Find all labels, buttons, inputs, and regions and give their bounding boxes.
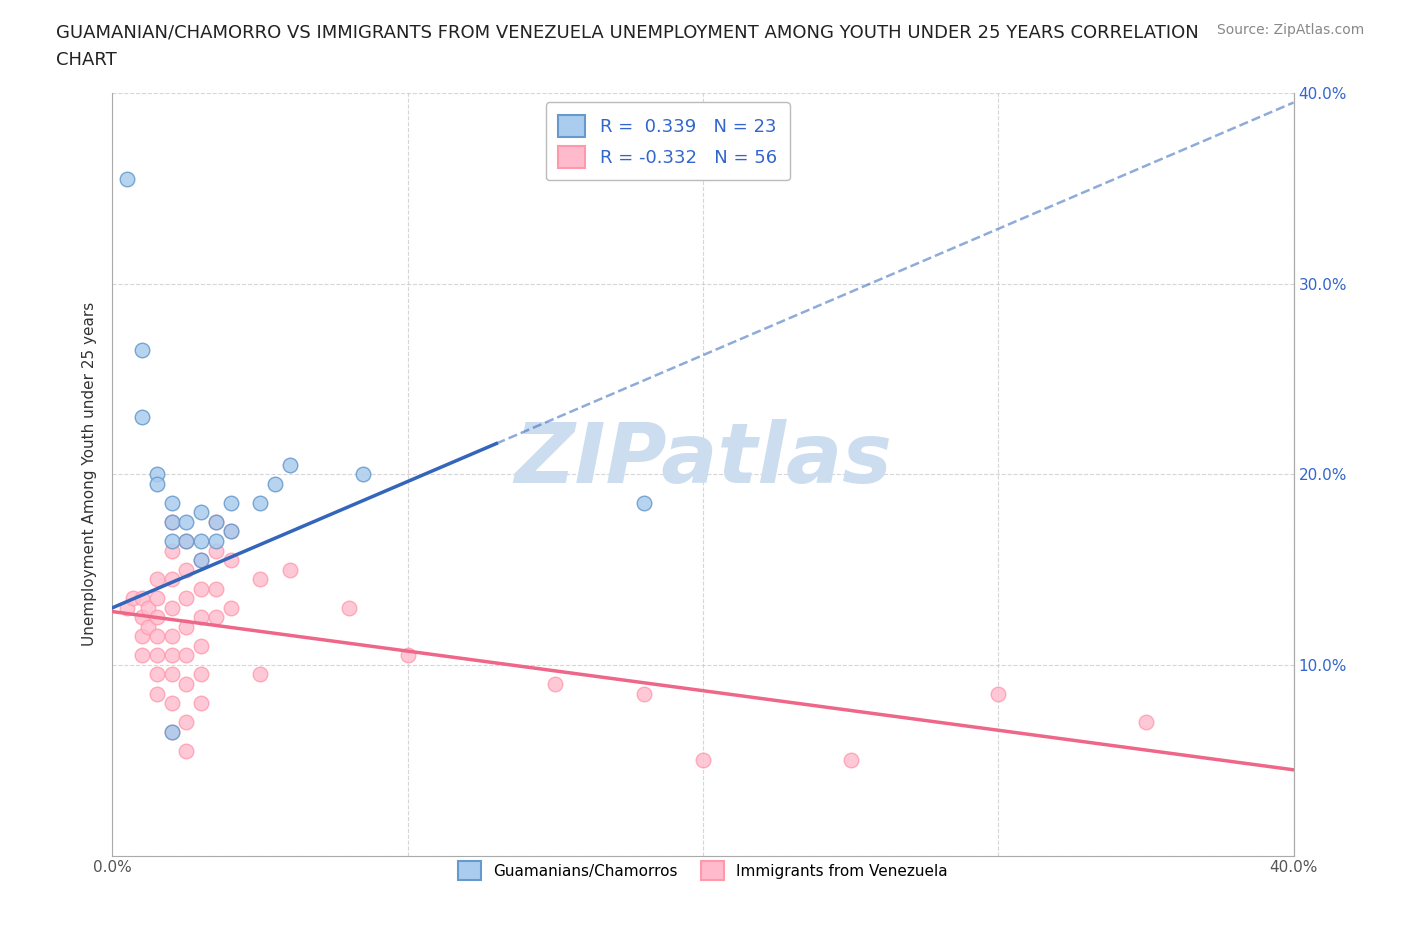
Point <box>131 591 153 605</box>
Point <box>117 601 138 616</box>
Point <box>249 572 271 587</box>
Point <box>633 686 655 701</box>
Point <box>190 505 212 520</box>
Point <box>146 686 169 701</box>
Point <box>205 581 228 596</box>
Point <box>174 534 197 549</box>
Text: ZIPatlas: ZIPatlas <box>515 418 891 499</box>
Point <box>174 591 197 605</box>
Point <box>190 610 212 625</box>
Point <box>160 724 183 739</box>
Point <box>190 552 212 567</box>
Point <box>278 458 301 472</box>
Point <box>117 171 138 186</box>
Point <box>396 648 419 663</box>
Point <box>205 514 228 529</box>
Point <box>160 601 183 616</box>
Point <box>278 562 301 577</box>
Point <box>1135 714 1157 729</box>
Point <box>160 543 183 558</box>
Point <box>174 714 197 729</box>
Point <box>205 543 228 558</box>
Point <box>219 496 242 511</box>
Point <box>205 514 228 529</box>
Point <box>131 343 153 358</box>
Point <box>131 648 153 663</box>
Point <box>219 601 242 616</box>
Point <box>136 601 159 616</box>
Point <box>160 724 183 739</box>
Point <box>146 610 169 625</box>
Point <box>190 552 212 567</box>
Point <box>337 601 360 616</box>
Point <box>174 619 197 634</box>
Point <box>174 648 197 663</box>
Point <box>146 591 169 605</box>
Point <box>160 514 183 529</box>
Point <box>249 496 271 511</box>
Point <box>174 514 197 529</box>
Point <box>146 467 169 482</box>
Point <box>174 534 197 549</box>
Point <box>131 409 153 424</box>
Point <box>190 696 212 711</box>
Point <box>146 476 169 491</box>
Point <box>146 667 169 682</box>
Point <box>219 552 242 567</box>
Point <box>174 743 197 758</box>
Point <box>160 534 183 549</box>
Point <box>160 572 183 587</box>
Point <box>122 591 145 605</box>
Point <box>160 696 183 711</box>
Point <box>352 467 374 482</box>
Legend: Guamanians/Chamorros, Immigrants from Venezuela: Guamanians/Chamorros, Immigrants from Ve… <box>453 856 953 886</box>
Point <box>205 610 228 625</box>
Point <box>219 525 242 539</box>
Y-axis label: Unemployment Among Youth under 25 years: Unemployment Among Youth under 25 years <box>82 302 97 646</box>
Point <box>264 476 287 491</box>
Point <box>249 667 271 682</box>
Point <box>174 677 197 692</box>
Point <box>633 496 655 511</box>
Point <box>160 496 183 511</box>
Point <box>146 629 169 644</box>
Point <box>190 667 212 682</box>
Point <box>219 525 242 539</box>
Point <box>136 619 159 634</box>
Point <box>160 648 183 663</box>
Point <box>205 534 228 549</box>
Point <box>190 534 212 549</box>
Point <box>160 514 183 529</box>
Point <box>692 753 714 768</box>
Text: GUAMANIAN/CHAMORRO VS IMMIGRANTS FROM VENEZUELA UNEMPLOYMENT AMONG YOUTH UNDER 2: GUAMANIAN/CHAMORRO VS IMMIGRANTS FROM VE… <box>56 23 1199 41</box>
Text: CHART: CHART <box>56 51 117 69</box>
Point <box>544 677 567 692</box>
Point <box>190 639 212 654</box>
Point <box>190 581 212 596</box>
Point <box>131 629 153 644</box>
Point <box>146 648 169 663</box>
Point <box>160 667 183 682</box>
Point <box>839 753 862 768</box>
Point <box>160 629 183 644</box>
Point <box>131 610 153 625</box>
Point <box>987 686 1010 701</box>
Point <box>146 572 169 587</box>
Point <box>174 562 197 577</box>
Text: Source: ZipAtlas.com: Source: ZipAtlas.com <box>1216 23 1364 37</box>
